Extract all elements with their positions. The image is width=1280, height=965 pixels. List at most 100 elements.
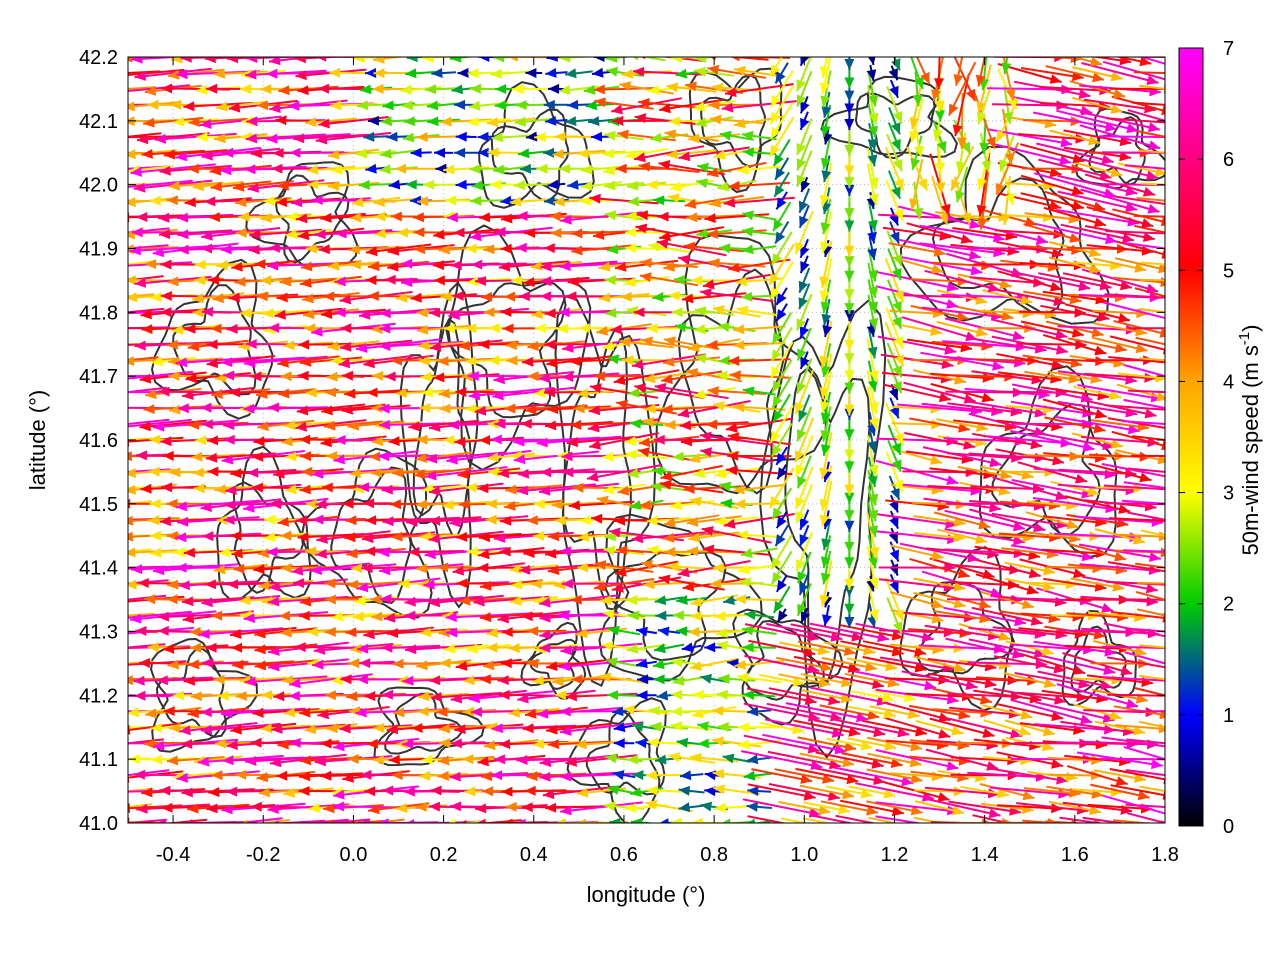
wind-vector-head xyxy=(107,387,118,397)
wind-vector-head xyxy=(87,774,99,784)
y-tick-label: 41.5 xyxy=(79,494,118,516)
wind-vector-head xyxy=(1030,824,1042,834)
wind-vector-head xyxy=(122,675,133,685)
x-tick-label: 1.2 xyxy=(881,844,909,866)
y-tick-label: 42.2 xyxy=(79,47,118,69)
y-tick-label: 41.9 xyxy=(79,239,118,261)
wind-vector-head xyxy=(106,722,117,732)
wind-vector-head xyxy=(1167,691,1178,701)
colorbar-tick-label: 4 xyxy=(1223,371,1234,393)
x-tick-label: 0.0 xyxy=(340,844,368,866)
wind-vector-head xyxy=(111,87,122,97)
wind-vector-head xyxy=(114,340,125,350)
wind-vector-head xyxy=(111,403,122,413)
wind-vector-head xyxy=(102,195,113,205)
wind-vector-head xyxy=(1165,357,1176,367)
wind-vector-head xyxy=(91,645,102,655)
wind-vector-head xyxy=(1168,405,1179,415)
wind-vector-head xyxy=(117,70,128,80)
x-tick-label: -0.2 xyxy=(246,844,280,866)
colorbar xyxy=(1179,48,1203,826)
wind-vector-head xyxy=(90,390,102,400)
y-tick-label: 42.1 xyxy=(79,111,118,133)
wind-vector-head xyxy=(96,69,107,79)
wind-vector-head xyxy=(118,437,129,447)
wind-vector-head xyxy=(117,597,128,607)
wind-vector-head xyxy=(804,823,816,833)
wind-vector-head xyxy=(87,581,98,591)
y-tick-label: 41.8 xyxy=(79,302,118,324)
x-tick-label: 1.0 xyxy=(790,844,818,866)
colorbar-tick-label: 6 xyxy=(1223,149,1234,171)
wind-vector-head xyxy=(119,725,130,735)
colorbar-tick-label: 3 xyxy=(1223,483,1234,505)
x-tick-label: 1.4 xyxy=(971,844,999,866)
wind-vector-head xyxy=(896,823,908,833)
wind-vector-head xyxy=(86,469,97,479)
wind-vector-head xyxy=(100,85,111,95)
x-tick-label: 0.8 xyxy=(700,844,728,866)
wind-vector-head xyxy=(102,659,113,669)
wind-vector-head xyxy=(122,532,133,542)
wind-vector-head xyxy=(1165,516,1176,526)
colorbar-tick-label: 0 xyxy=(1223,816,1234,838)
wind-vector-head xyxy=(105,261,117,271)
x-tick-label: 0.2 xyxy=(430,844,458,866)
wind-vector-head xyxy=(115,660,126,670)
wind-vector-head xyxy=(100,147,111,157)
y-tick-label: 41.6 xyxy=(79,430,118,452)
wind-vector-head xyxy=(1164,84,1175,94)
wind-vector-head xyxy=(122,516,133,526)
x-tick-label: 1.6 xyxy=(1061,844,1089,866)
wind-vector-head xyxy=(106,531,117,541)
wind-vector-head xyxy=(1165,423,1177,433)
y-tick-label: 41.4 xyxy=(79,558,118,580)
wind-vector xyxy=(1102,152,1183,153)
x-tick-label: 0.4 xyxy=(520,844,548,866)
x-tick-label: -0.4 xyxy=(156,844,190,866)
colorbar-tick-label: 7 xyxy=(1223,38,1234,60)
x-tick-label: 0.6 xyxy=(610,844,638,866)
wind-vector-head xyxy=(1166,663,1178,673)
wind-vector-head xyxy=(121,451,132,461)
wind-vector-head xyxy=(1165,567,1177,577)
wind-vector-head xyxy=(1167,118,1178,128)
wind-vector-head xyxy=(103,340,114,350)
wind-vector-head xyxy=(90,597,101,607)
wind-vector xyxy=(1011,424,1093,425)
wind-vector-head xyxy=(90,100,101,110)
wind-vector-head xyxy=(1169,499,1180,509)
wind-vector-head xyxy=(947,823,959,833)
wind-vector xyxy=(1099,136,1186,137)
y-axis-label: latitude (°) xyxy=(25,390,50,491)
wind-vector-head xyxy=(106,403,117,413)
wind-vector-head xyxy=(1160,277,1171,287)
y-tick-label: 41.2 xyxy=(79,685,118,707)
wind-vector-head xyxy=(875,824,887,834)
y-tick-label: 41.7 xyxy=(79,366,118,388)
colorbar-tick-label: 5 xyxy=(1223,260,1234,282)
wind-vector-head xyxy=(87,212,98,222)
wind-vector-head xyxy=(102,293,113,303)
y-tick-label: 41.3 xyxy=(79,622,118,644)
wind-vector xyxy=(1105,503,1180,504)
wind-vector-head xyxy=(115,323,126,333)
wind-vector-head xyxy=(105,483,116,493)
x-tick-label: 1.8 xyxy=(1151,844,1179,866)
wind-vector-head xyxy=(1168,580,1179,590)
colorbar-label: 50m-wind speed (m s-1) xyxy=(1236,325,1263,556)
wind-vector-head xyxy=(117,132,128,142)
colorbar-tick-label: 1 xyxy=(1223,705,1234,727)
wind-vector-head xyxy=(94,675,105,685)
wind-vector-head xyxy=(102,787,113,797)
y-tick-label: 41.1 xyxy=(79,749,118,771)
wind-vector-head xyxy=(1191,825,1203,835)
wind-vector-head xyxy=(1168,200,1180,210)
x-axis-label: longitude (°) xyxy=(587,882,706,907)
wind-vector-head xyxy=(86,452,97,462)
wind-vector-head xyxy=(109,261,120,271)
y-tick-label: 42.0 xyxy=(79,175,118,197)
wind-vector xyxy=(1106,599,1180,600)
wind-vector-head xyxy=(1168,229,1179,239)
